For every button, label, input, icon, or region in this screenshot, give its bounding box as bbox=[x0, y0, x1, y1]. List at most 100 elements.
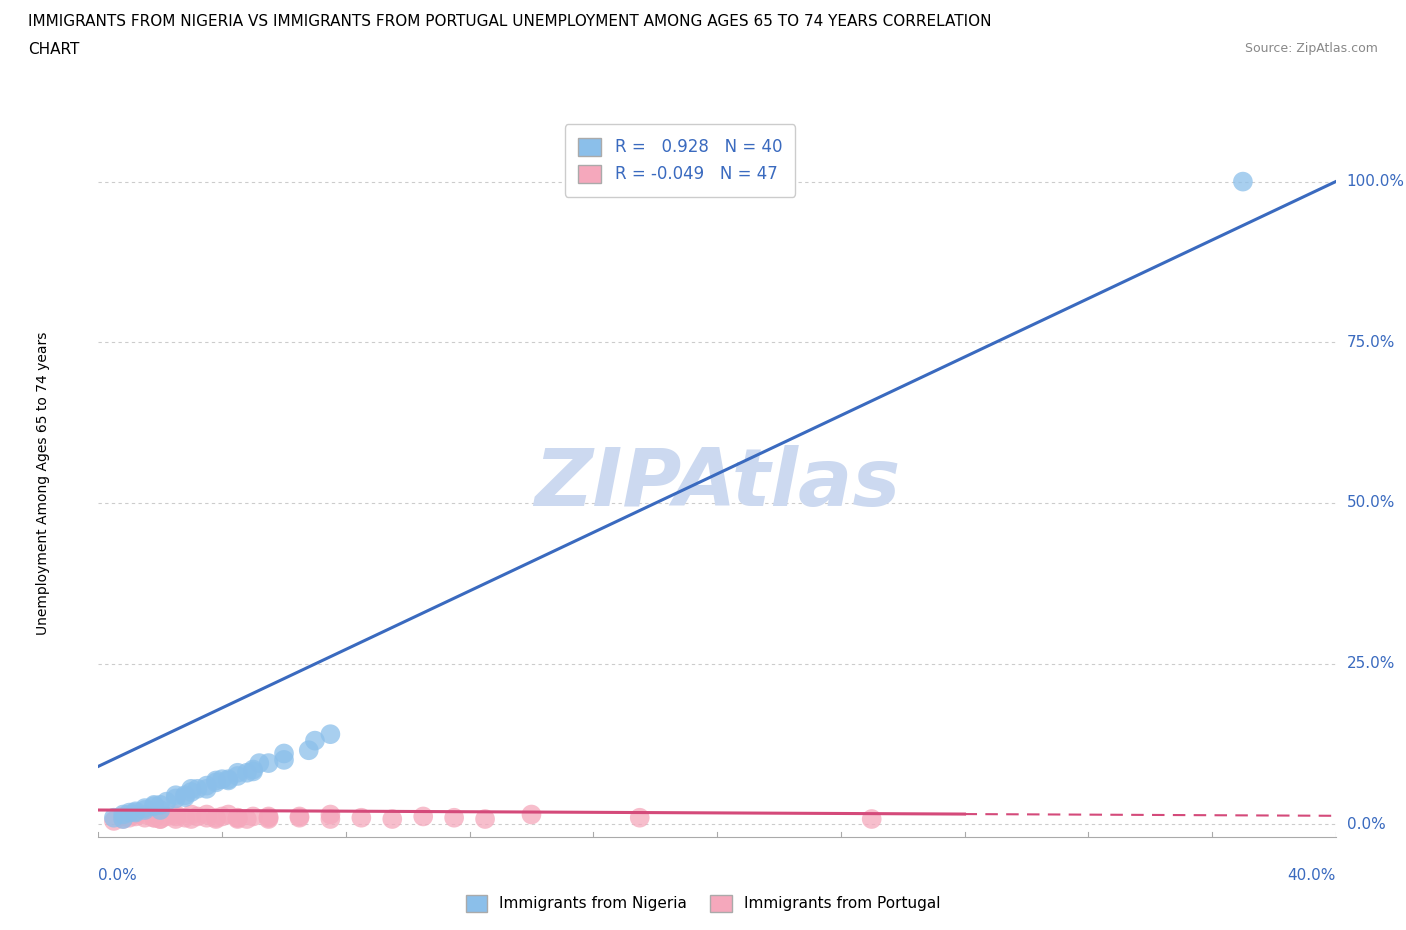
Text: 100.0%: 100.0% bbox=[1347, 174, 1405, 189]
Point bbox=[180, 781, 202, 796]
Point bbox=[205, 775, 228, 790]
Point bbox=[217, 807, 239, 822]
Point bbox=[165, 807, 187, 822]
Point bbox=[226, 810, 249, 825]
Point bbox=[112, 812, 135, 827]
Point bbox=[103, 814, 125, 829]
Point bbox=[103, 810, 125, 825]
Point bbox=[257, 809, 280, 824]
Text: 25.0%: 25.0% bbox=[1347, 656, 1395, 671]
Point bbox=[180, 807, 202, 822]
Point bbox=[195, 781, 218, 796]
Point bbox=[443, 810, 465, 825]
Point bbox=[195, 778, 218, 793]
Text: 75.0%: 75.0% bbox=[1347, 335, 1395, 350]
Text: CHART: CHART bbox=[28, 42, 80, 57]
Point bbox=[474, 812, 496, 827]
Point bbox=[149, 803, 172, 817]
Text: 40.0%: 40.0% bbox=[1288, 868, 1336, 883]
Point bbox=[195, 807, 218, 822]
Point bbox=[118, 810, 141, 825]
Point bbox=[180, 785, 202, 800]
Text: 0.0%: 0.0% bbox=[98, 868, 138, 883]
Point bbox=[226, 812, 249, 827]
Point bbox=[165, 788, 187, 803]
Point bbox=[155, 794, 177, 809]
Text: Source: ZipAtlas.com: Source: ZipAtlas.com bbox=[1244, 42, 1378, 55]
Point bbox=[174, 790, 197, 804]
Point bbox=[186, 781, 208, 796]
Point bbox=[247, 756, 270, 771]
Point bbox=[257, 810, 280, 825]
Point bbox=[134, 801, 156, 816]
Point bbox=[124, 809, 146, 824]
Point bbox=[112, 809, 135, 824]
Point bbox=[257, 756, 280, 771]
Point bbox=[124, 805, 146, 820]
Point bbox=[112, 807, 135, 822]
Text: 50.0%: 50.0% bbox=[1347, 496, 1395, 511]
Legend: Immigrants from Nigeria, Immigrants from Portugal: Immigrants from Nigeria, Immigrants from… bbox=[460, 889, 946, 918]
Point bbox=[257, 812, 280, 827]
Point bbox=[143, 797, 166, 812]
Legend: R =   0.928   N = 40, R = -0.049   N = 47: R = 0.928 N = 40, R = -0.049 N = 47 bbox=[565, 125, 796, 197]
Point bbox=[124, 807, 146, 822]
Point bbox=[520, 807, 543, 822]
Point bbox=[143, 810, 166, 825]
Point bbox=[226, 765, 249, 780]
Point bbox=[236, 765, 259, 780]
Point bbox=[112, 812, 135, 827]
Point bbox=[149, 812, 172, 827]
Point bbox=[174, 788, 197, 803]
Point bbox=[165, 809, 187, 824]
Point bbox=[205, 812, 228, 827]
Point bbox=[1232, 174, 1254, 189]
Point bbox=[350, 810, 373, 825]
Point bbox=[273, 746, 295, 761]
Point bbox=[860, 812, 883, 827]
Point bbox=[134, 803, 156, 817]
Point bbox=[143, 799, 166, 814]
Point bbox=[628, 810, 651, 825]
Text: Unemployment Among Ages 65 to 74 years: Unemployment Among Ages 65 to 74 years bbox=[35, 332, 49, 635]
Point bbox=[242, 764, 264, 779]
Point bbox=[149, 797, 172, 812]
Point bbox=[205, 810, 228, 825]
Point bbox=[149, 812, 172, 827]
Text: IMMIGRANTS FROM NIGERIA VS IMMIGRANTS FROM PORTUGAL UNEMPLOYMENT AMONG AGES 65 T: IMMIGRANTS FROM NIGERIA VS IMMIGRANTS FR… bbox=[28, 14, 991, 29]
Point bbox=[155, 809, 177, 824]
Point bbox=[143, 810, 166, 825]
Point bbox=[134, 807, 156, 822]
Point bbox=[226, 768, 249, 783]
Point bbox=[165, 791, 187, 806]
Point bbox=[226, 810, 249, 825]
Point bbox=[211, 772, 233, 787]
Point bbox=[319, 812, 342, 827]
Point bbox=[412, 809, 434, 824]
Point bbox=[273, 752, 295, 767]
Point bbox=[134, 810, 156, 825]
Point bbox=[319, 807, 342, 822]
Point bbox=[124, 804, 146, 818]
Point bbox=[242, 809, 264, 824]
Point bbox=[165, 812, 187, 827]
Point bbox=[319, 726, 342, 741]
Point bbox=[186, 809, 208, 824]
Point bbox=[288, 810, 311, 825]
Point bbox=[118, 807, 141, 822]
Point bbox=[288, 809, 311, 824]
Text: ZIPAtlas: ZIPAtlas bbox=[534, 445, 900, 523]
Point bbox=[174, 810, 197, 825]
Point bbox=[236, 812, 259, 827]
Point bbox=[118, 805, 141, 820]
Text: 0.0%: 0.0% bbox=[1347, 817, 1385, 831]
Point bbox=[205, 773, 228, 788]
Point bbox=[217, 773, 239, 788]
Point bbox=[242, 762, 264, 777]
Point bbox=[298, 743, 321, 758]
Point bbox=[180, 812, 202, 827]
Point bbox=[211, 809, 233, 824]
Point bbox=[195, 810, 218, 825]
Point bbox=[304, 733, 326, 748]
Point bbox=[217, 772, 239, 787]
